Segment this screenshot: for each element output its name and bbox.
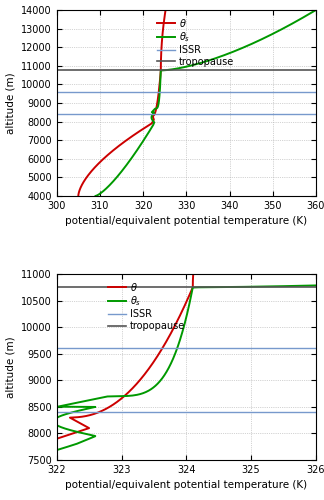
X-axis label: potential/equivalent potential temperature (K): potential/equivalent potential temperatu… [65, 480, 307, 490]
Y-axis label: altitude (m): altitude (m) [6, 336, 16, 398]
X-axis label: potential/equivalent potential temperature (K): potential/equivalent potential temperatu… [65, 216, 307, 226]
Y-axis label: altitude (m): altitude (m) [6, 72, 16, 134]
Legend: $\theta$, $\theta_s$, ISSR, tropopause: $\theta$, $\theta_s$, ISSR, tropopause [157, 16, 234, 67]
Legend: $\theta$, $\theta_s$, ISSR, tropopause: $\theta$, $\theta_s$, ISSR, tropopause [108, 281, 185, 331]
